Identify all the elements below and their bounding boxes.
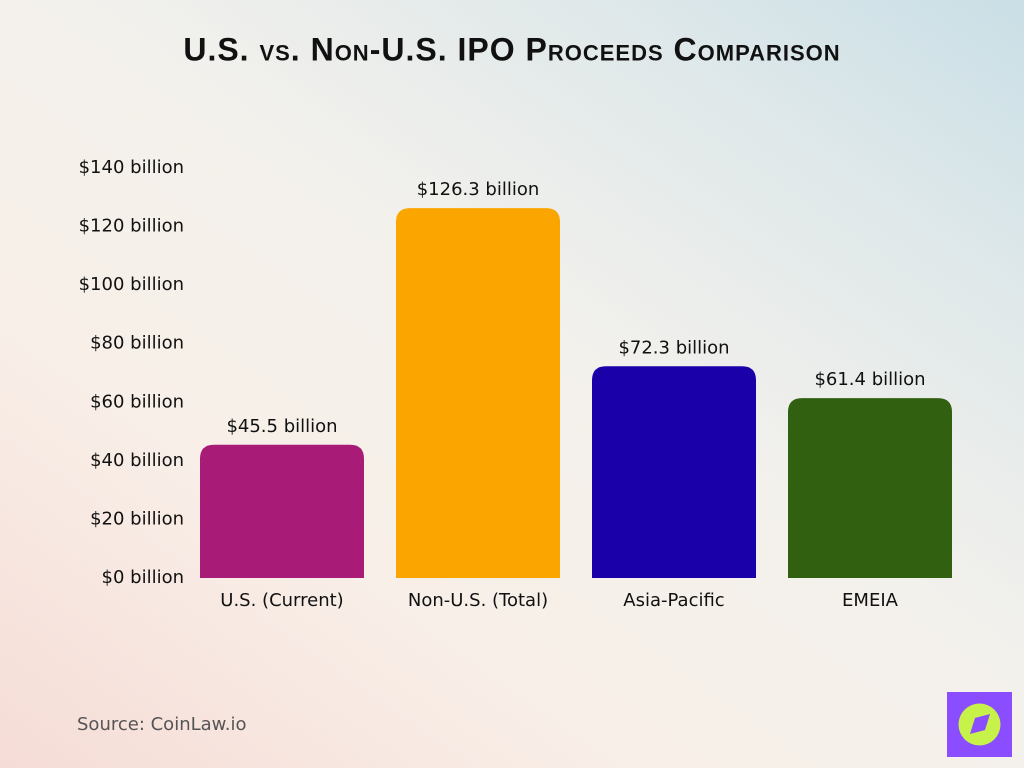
y-tick-label: $120 billion xyxy=(79,216,184,237)
y-tick-label: $140 billion xyxy=(79,157,184,178)
y-tick-label: $40 billion xyxy=(90,450,184,471)
x-tick-label: Non-U.S. (Total) xyxy=(408,590,548,611)
y-tick-label: $60 billion xyxy=(90,391,184,412)
x-tick-label: Asia-Pacific xyxy=(623,590,724,611)
value-label: $126.3 billion xyxy=(417,179,540,200)
bar xyxy=(592,366,756,578)
chart-title: U.S. vs. Non-U.S. IPO Proceeds Compariso… xyxy=(183,31,840,67)
source: Source: CoinLaw.io xyxy=(77,714,246,735)
bar xyxy=(200,444,364,578)
y-tick-label: $80 billion xyxy=(90,333,184,354)
bar xyxy=(788,398,952,578)
logo xyxy=(947,692,1012,757)
y-tick-label: $20 billion xyxy=(90,508,184,529)
y-tick-label: $100 billion xyxy=(79,274,184,295)
value-label: $45.5 billion xyxy=(226,416,337,437)
x-tick-label: U.S. (Current) xyxy=(220,590,343,611)
bar xyxy=(396,208,560,578)
x-tick-label: EMEIA xyxy=(842,590,899,611)
value-label: $72.3 billion xyxy=(618,337,729,358)
y-tick-label: $0 billion xyxy=(102,567,184,588)
value-label: $61.4 billion xyxy=(814,369,925,390)
